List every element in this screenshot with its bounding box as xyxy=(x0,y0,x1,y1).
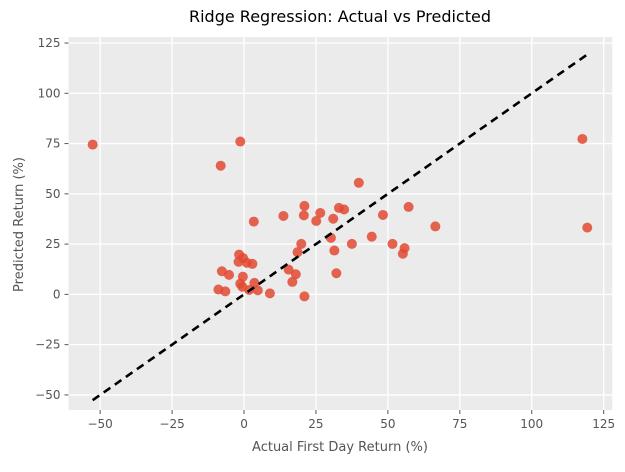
y-tick-label: −50 xyxy=(35,388,60,402)
data-point xyxy=(353,177,364,188)
data-point xyxy=(377,209,388,220)
data-point xyxy=(215,160,226,171)
data-point xyxy=(299,291,310,302)
x-axis-label: Actual First Day Return (%) xyxy=(252,440,428,455)
data-point xyxy=(248,216,259,227)
data-point xyxy=(582,222,593,233)
data-point xyxy=(264,288,275,299)
data-point xyxy=(403,201,414,212)
data-point xyxy=(224,269,235,280)
x-tick-label: 100 xyxy=(520,417,543,431)
x-tick-label: 50 xyxy=(380,417,395,431)
data-point xyxy=(397,248,408,259)
data-point xyxy=(366,231,377,242)
data-point xyxy=(252,285,263,296)
x-tick-label: −50 xyxy=(87,417,112,431)
x-tick-label: 25 xyxy=(308,417,323,431)
chart-title: Ridge Regression: Actual vs Predicted xyxy=(188,7,491,26)
data-point xyxy=(299,200,310,211)
data-point xyxy=(346,238,357,249)
data-point xyxy=(430,221,441,232)
data-point xyxy=(290,269,301,280)
data-point xyxy=(387,238,398,249)
data-point xyxy=(247,258,258,269)
data-point xyxy=(328,213,339,224)
y-tick-label: −25 xyxy=(35,338,60,352)
y-tick-label: 50 xyxy=(45,187,60,201)
data-point xyxy=(296,238,307,249)
x-tick-label: −25 xyxy=(159,417,184,431)
data-point xyxy=(220,286,231,297)
data-point xyxy=(315,207,326,218)
data-point xyxy=(278,210,289,221)
data-point xyxy=(329,245,340,256)
data-point xyxy=(331,268,342,279)
x-tick-label: 125 xyxy=(592,417,615,431)
data-point xyxy=(87,139,98,150)
y-tick-label: 0 xyxy=(53,287,61,301)
data-point xyxy=(233,256,244,267)
data-point xyxy=(235,136,246,147)
data-point xyxy=(249,277,260,288)
data-point xyxy=(339,204,350,215)
y-tick-label: 25 xyxy=(45,237,60,251)
y-tick-label: 75 xyxy=(45,137,60,151)
data-point xyxy=(298,210,309,221)
y-tick-label: 125 xyxy=(38,36,61,50)
x-tick-label: 75 xyxy=(452,417,467,431)
axes-background xyxy=(68,37,613,410)
y-tick-label: 100 xyxy=(38,86,61,100)
data-point xyxy=(577,133,588,144)
data-point xyxy=(283,264,294,275)
data-point xyxy=(311,215,322,226)
identity-line xyxy=(91,53,589,402)
y-axis-label: Predicted Return (%) xyxy=(12,157,27,292)
data-point xyxy=(292,247,303,258)
data-point xyxy=(287,276,298,287)
x-tick-label: 0 xyxy=(240,417,248,431)
